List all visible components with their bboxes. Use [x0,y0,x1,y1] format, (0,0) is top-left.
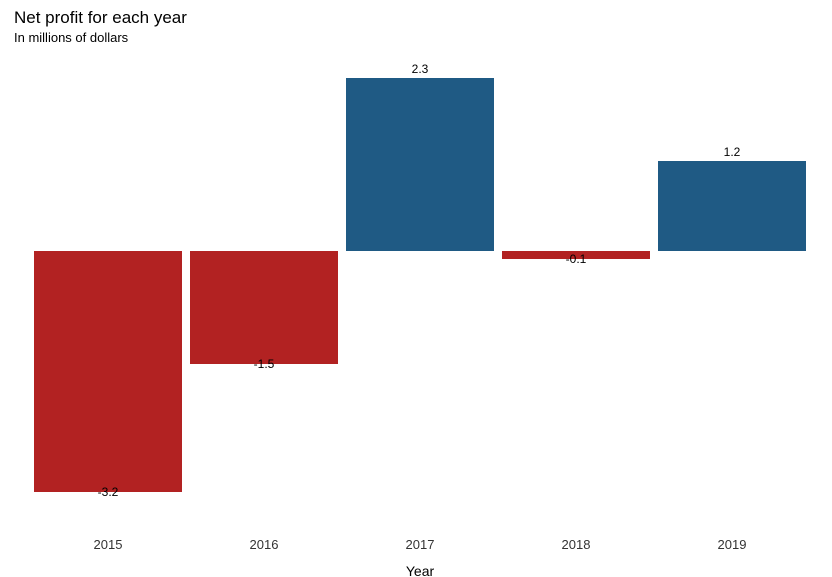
x-tick-label: 2016 [250,537,279,552]
bar-value-label: 1.2 [724,145,741,159]
bar-value-label: -1.5 [254,357,275,371]
x-tick-label: 2017 [406,537,435,552]
bar [658,161,806,251]
net-profit-chart: Net profit for each year In millions of … [0,0,832,577]
chart-subtitle: In millions of dollars [14,30,128,45]
chart-title: Net profit for each year [14,8,187,28]
x-tick-label: 2019 [718,537,747,552]
x-axis-title: Year [406,563,434,577]
bar-value-label: 2.3 [412,62,429,76]
bar [190,251,338,364]
plot-area: -3.2 -1.5 2.3 -0.1 1.2 [30,55,810,515]
bar [346,78,494,251]
bar-value-label: -0.1 [566,252,587,266]
bar-value-label: -3.2 [98,485,119,499]
x-tick-label: 2018 [562,537,591,552]
bar [34,251,182,492]
x-tick-label: 2015 [94,537,123,552]
